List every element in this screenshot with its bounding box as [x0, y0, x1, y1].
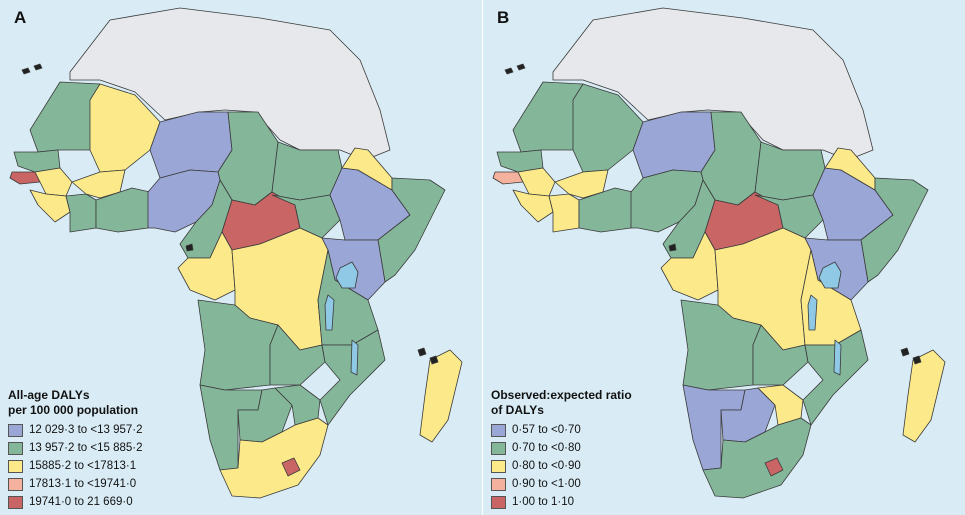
region-malawi-mozambique [319, 329, 386, 426]
region-gambia-guinea-bissau [492, 171, 524, 185]
legend-swatch [491, 423, 506, 437]
region-lesotho [281, 457, 301, 477]
legend-swatch [491, 477, 506, 491]
legend-label: 17813·1 to <19741·0 [29, 478, 137, 490]
region-mauritania [512, 81, 584, 153]
legend-label: 1·00 to 1·10 [512, 496, 575, 508]
lake-1 [818, 261, 842, 289]
island-5 [33, 63, 43, 71]
legend-item: 0·80 to <0·90 [491, 457, 632, 475]
legend-title-line2: of DALYs [491, 403, 544, 417]
legend-item: 0·70 to <0·80 [491, 439, 632, 457]
legend-item: 17813·1 to <19741·0 [8, 475, 143, 493]
lake-2 [324, 294, 335, 331]
legend-item: 15885·2 to <17813·1 [8, 457, 143, 475]
legend-item: 13 957·2 to <15 885·2 [8, 439, 143, 457]
lake-3 [350, 339, 359, 376]
region-niger [632, 111, 716, 179]
legend-swatch [491, 495, 506, 509]
region-niger [149, 111, 233, 179]
panel-label: A [14, 8, 27, 27]
region-guinea [34, 167, 73, 197]
africa-map-b [492, 7, 946, 499]
legend-label: 19741·0 to 21 669·0 [29, 496, 133, 508]
panel-label: B [497, 8, 510, 27]
lake-3 [833, 339, 842, 376]
region-malawi-mozambique [802, 329, 869, 426]
panel-a: A All-age DALYs per 100 000 population 1… [0, 0, 482, 515]
legend: All-age DALYs per 100 000 population 12 … [8, 388, 143, 511]
region-gambia-guinea-bissau [9, 171, 41, 185]
legend-swatch [8, 441, 23, 455]
legend-swatch [8, 495, 23, 509]
region-south-africa [219, 417, 329, 499]
panel-b: B Observed:expected ratio of DALYs 0·57 … [483, 0, 965, 515]
island-4 [21, 67, 31, 75]
legend-label: 15885·2 to <17813·1 [29, 460, 137, 472]
legend-label: 13 957·2 to <15 885·2 [29, 442, 143, 454]
island-5 [516, 63, 526, 71]
island-1 [668, 243, 677, 252]
legend-item: 1·00 to 1·10 [491, 493, 632, 511]
island-1 [185, 243, 194, 252]
region-madagascar [902, 349, 946, 443]
island-3 [912, 355, 922, 365]
legend-item: 12 029·3 to <13 957·2 [8, 421, 143, 439]
africa-map-a [9, 7, 463, 499]
island-4 [504, 67, 514, 75]
legend-swatch [8, 423, 23, 437]
region-mauritania [29, 81, 101, 153]
legend-swatch [8, 459, 23, 473]
legend-title: All-age DALYs per 100 000 population [8, 388, 143, 418]
lake-2 [807, 294, 818, 331]
legend-swatch [491, 441, 506, 455]
legend-swatch [491, 459, 506, 473]
lake-1 [335, 261, 359, 289]
region-guinea [517, 167, 556, 197]
legend-label: 0·57 to <0·70 [512, 424, 581, 436]
region-ivory-coast [548, 193, 580, 233]
region-madagascar [419, 349, 463, 443]
region-south-sudan [754, 194, 824, 239]
legend-label: 12 029·3 to <13 957·2 [29, 424, 143, 436]
region-ivory-coast [65, 193, 97, 233]
region-south-africa [702, 417, 812, 499]
region-somalia [860, 177, 929, 283]
legend: Observed:expected ratio of DALYs 0·57 to… [491, 388, 632, 511]
legend-title-line1: Observed:expected ratio [491, 388, 632, 402]
region-somalia [377, 177, 446, 283]
island-2 [417, 347, 427, 357]
legend-title-line1: All-age DALYs [8, 388, 90, 402]
legend-swatch [8, 477, 23, 491]
panel-divider [482, 0, 483, 515]
region-south-sudan [271, 194, 341, 239]
legend-title-line2: per 100 000 population [8, 403, 139, 417]
island-2 [900, 347, 910, 357]
island-3 [429, 355, 439, 365]
legend-item: 0·90 to <1·00 [491, 475, 632, 493]
legend-label: 0·90 to <1·00 [512, 478, 581, 490]
legend-label: 0·80 to <0·90 [512, 460, 581, 472]
legend-title: Observed:expected ratio of DALYs [491, 388, 632, 418]
region-lesotho [764, 457, 784, 477]
legend-item: 19741·0 to 21 669·0 [8, 493, 143, 511]
legend-label: 0·70 to <0·80 [512, 442, 581, 454]
legend-item: 0·57 to <0·70 [491, 421, 632, 439]
